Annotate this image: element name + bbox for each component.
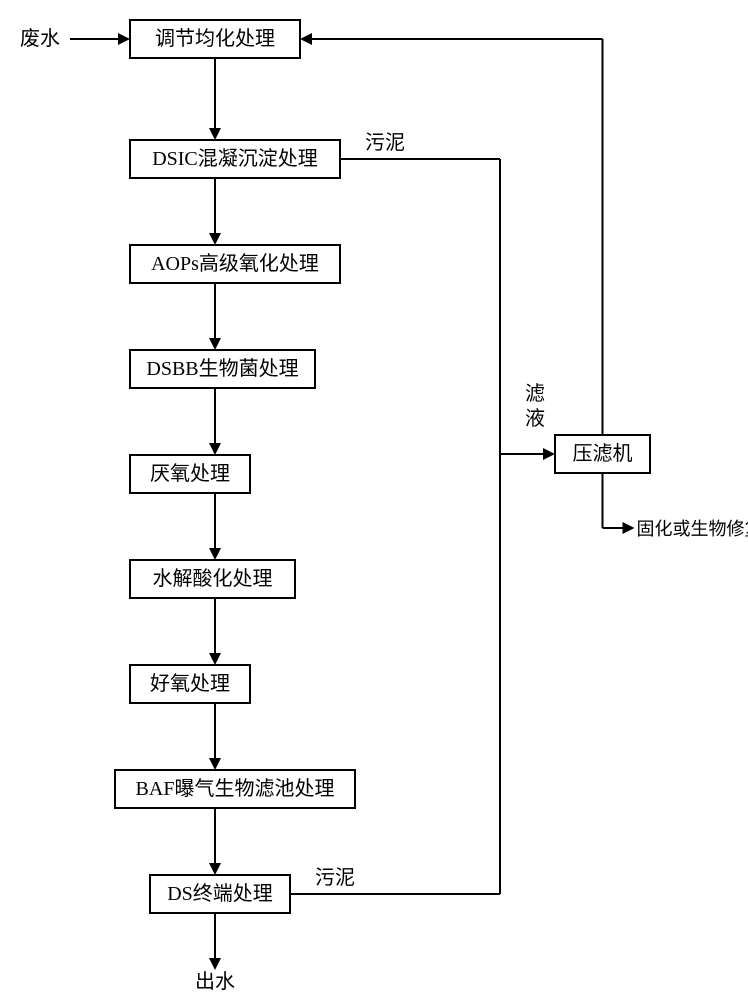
label-filtrate-1: 滤: [525, 382, 545, 405]
node-n7-label: 好氧处理: [150, 672, 230, 695]
node-n5-label: 厌氧处理: [150, 462, 230, 485]
label-sludge2: 污泥: [315, 866, 355, 889]
label-sludge1: 污泥: [365, 131, 405, 154]
input-label: 废水: [20, 27, 60, 50]
node-n4-label: DSBB生物菌处理: [146, 357, 298, 380]
node-n1-label: 调节均化处理: [155, 27, 275, 50]
node-n6-label: 水解酸化处理: [153, 567, 273, 590]
node-press-label: 压滤机: [573, 442, 633, 465]
node-n2-label: DSIC混凝沉淀处理: [152, 147, 318, 170]
node-n3-label: AOPs高级氧化处理: [151, 252, 319, 275]
node-n8-label: BAF曝气生物滤池处理: [136, 777, 335, 800]
node-n9-label: DS终端处理: [167, 882, 273, 905]
output-label: 出水: [195, 970, 235, 993]
label-filtrate-2: 液: [525, 407, 545, 430]
label-solidify: 固化或生物修复: [637, 519, 748, 539]
